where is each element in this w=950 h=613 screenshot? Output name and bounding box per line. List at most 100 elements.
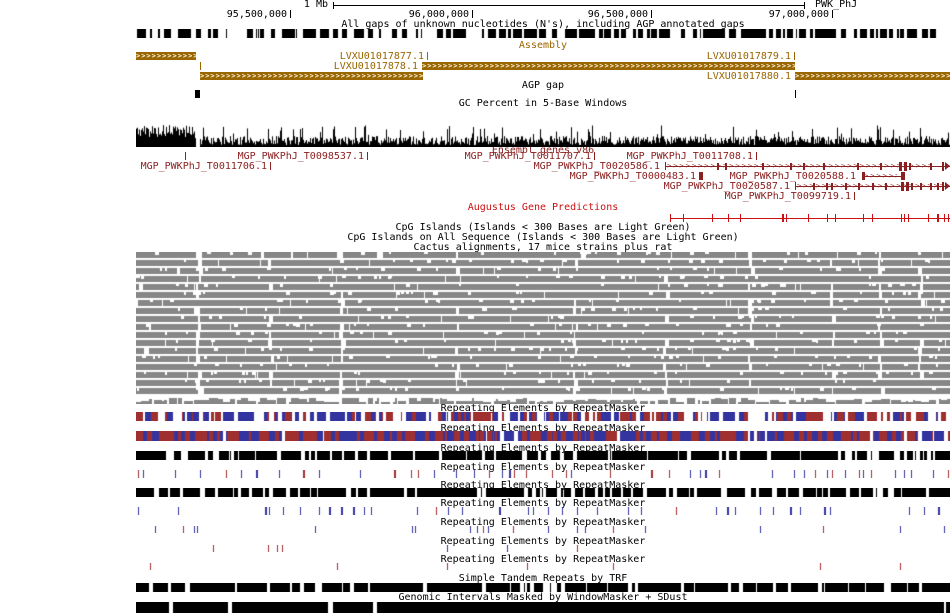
repeatmasker-track-7[interactable] [136, 526, 950, 533]
exon-block [928, 214, 929, 222]
ruler-tick [832, 10, 833, 18]
exon-block [904, 162, 907, 171]
gene-item-tick[interactable] [854, 192, 855, 200]
continues-right-arrow-icon [945, 162, 950, 170]
gene-label-T0020587[interactable]: MGP_PWKPhJ_T0020587.1 [663, 181, 790, 192]
exon-block [670, 214, 671, 222]
gene-glyph-T0020586[interactable]: >>>>>>>>>>>>>>>>>>>>>>>>>>>>>>>>>>>>>>>>… [665, 162, 950, 171]
assembly-contig-box[interactable]: >>>>>>>>>>>>>>>>>>>>>>>>>>>>>>>>>>>>>>>>… [200, 72, 423, 80]
gene-label-T0011706[interactable]: MGP_PWKPhJ_T0011706.1 [140, 161, 267, 172]
exon-block [901, 214, 902, 222]
gene-label-T0000483[interactable]: MGP_PWKPhJ_T0000483.1 [569, 171, 696, 182]
exon-block [782, 214, 784, 222]
repeatmasker-track-9[interactable] [136, 563, 950, 570]
repeatmasker-track-5[interactable] [136, 488, 950, 497]
repeatmasker-track-8[interactable] [136, 545, 950, 552]
track-title-ensembl: Ensembl genes v86 [491, 145, 595, 156]
scale-bar-label: 1 Mb [303, 0, 328, 10]
gene-label-T0020586[interactable]: MGP_PWKPhJ_T0020586.1 [533, 161, 660, 172]
track-title-cpg-islands: CpG Islands (Islands < 300 Bases are Lig… [395, 222, 691, 233]
exon-block [948, 214, 949, 222]
track-title-repeatmasker-5: Repeating Elements by RepeatMasker [440, 480, 646, 491]
gene-label-T0020588[interactable]: MGP_PWKPhJ_T0020588.1 [729, 171, 856, 182]
exon-block [790, 163, 792, 170]
assembly-label-LVXU01017879[interactable]: LVXU01017879.1 [706, 51, 791, 62]
scale-bar-left-cap [333, 2, 334, 9]
exon-block [813, 183, 815, 190]
exon-block [823, 163, 825, 170]
exon-block [937, 214, 939, 222]
exon-block [826, 183, 828, 190]
exon-block [863, 214, 864, 222]
gene-label-T0099719[interactable]: MGP_PWKPhJ_T0099719.1 [724, 191, 851, 202]
exon-block [880, 163, 882, 170]
gene-item-tick[interactable] [270, 162, 271, 170]
exon-block [920, 183, 922, 190]
gene-label-T0011707[interactable]: MGP_PWKPhJ_T0011707.1 [464, 151, 591, 162]
exon-block [827, 214, 828, 222]
exon-block [885, 183, 887, 190]
windowmasker-track[interactable] [136, 602, 950, 613]
exon-block [862, 176, 905, 177]
exon-block [901, 172, 905, 180]
assembly-item-tick[interactable] [427, 52, 428, 60]
exon-block [872, 183, 874, 190]
gene-glyph-T0020587[interactable]: >>>>>>>>>>>>>>>>>>>>>>>>> [795, 182, 950, 191]
repeatmasker-track-2[interactable] [136, 431, 950, 441]
ruler-label-96500000: 96,500,000 [587, 9, 648, 20]
exon-block [908, 214, 909, 222]
exon-block [795, 182, 796, 190]
exon-block [909, 163, 911, 170]
repeatmasker-track-4[interactable] [136, 470, 950, 478]
gene-item-tick[interactable] [594, 152, 595, 160]
continues-right-arrow-icon [945, 182, 950, 190]
exon-block [728, 214, 729, 222]
exon-block [872, 214, 873, 222]
trf-track[interactable] [136, 583, 950, 592]
agp-gap-item[interactable] [795, 90, 796, 98]
gene-item-tick[interactable] [756, 152, 757, 160]
assembly-contig-box[interactable]: >>>>>>>>>>>>>> [136, 52, 196, 60]
track-title-repeatmasker-4: Repeating Elements by RepeatMasker [440, 462, 646, 473]
strand-arrows: >>>>>>>>>>>>>>>>>>>>>>>>> [797, 182, 942, 190]
gene-label-T0098537[interactable]: MGP_PWKPhJ_T0098537.1 [237, 151, 364, 162]
assembly-contig-box-LVXU01017880[interactable]: >>>>>>>>>>>>>>>>>>>>>>>>>>>>>>>>> [795, 72, 950, 80]
ruler-tick [651, 10, 652, 18]
repeatmasker-track-1[interactable] [136, 412, 950, 421]
assembly-label-LVXU01017880[interactable]: LVXU01017880.1 [706, 71, 791, 82]
track-title-repeatmasker-6: Repeating Elements by RepeatMasker [440, 498, 646, 509]
assembly-contig-box-LVXU01017878[interactable]: >>>>>>>>>>>>>>>>>>>>>>>>>>>>>>>>>>>>>>>>… [422, 62, 795, 70]
agp-gap-item[interactable] [195, 90, 200, 98]
gene-item-box-T0000483[interactable] [699, 172, 703, 180]
assembly-item-tick[interactable] [200, 62, 201, 70]
gaps-track[interactable] [136, 29, 950, 38]
track-title-agp-gap: AGP gap [521, 80, 565, 91]
ruler-label-97000000: 97,000,000 [768, 9, 829, 20]
gene-item-tick[interactable] [367, 152, 368, 160]
gc-percent-track[interactable] [136, 124, 950, 147]
repeatmasker-track-3[interactable] [136, 451, 950, 460]
gene-glyph-T0020588[interactable]: >>>>>>>>> [862, 172, 905, 181]
exon-block [835, 214, 836, 222]
augustus-gene-glyph[interactable] [670, 214, 950, 223]
exon-block [857, 163, 859, 170]
assembly-label-LVXU01017877[interactable]: LVXU01017877.1 [339, 51, 424, 62]
assembly-label-LVXU01017878[interactable]: LVXU01017878.1 [333, 61, 418, 72]
exon-block [717, 163, 719, 170]
gene-item-tick[interactable] [185, 152, 186, 160]
assembly-item-tick[interactable] [794, 52, 795, 60]
exon-block [762, 163, 764, 170]
scale-bar-line [333, 5, 805, 6]
exon-block [808, 214, 809, 222]
cactus-alignments-track[interactable] [136, 252, 950, 404]
exon-block [942, 182, 944, 191]
repeatmasker-track-6[interactable] [136, 507, 950, 515]
exon-block [740, 214, 741, 222]
track-title-trf: Simple Tandem Repeats by TRF [458, 573, 628, 584]
gene-label-T0011708[interactable]: MGP_PWKPhJ_T0011708.1 [626, 151, 753, 162]
exon-block [683, 214, 684, 222]
exon-block [665, 162, 666, 170]
ruler-tick [290, 10, 291, 18]
track-title-cpg-islands-all: CpG Islands on All Sequence (Islands < 3… [347, 232, 739, 243]
